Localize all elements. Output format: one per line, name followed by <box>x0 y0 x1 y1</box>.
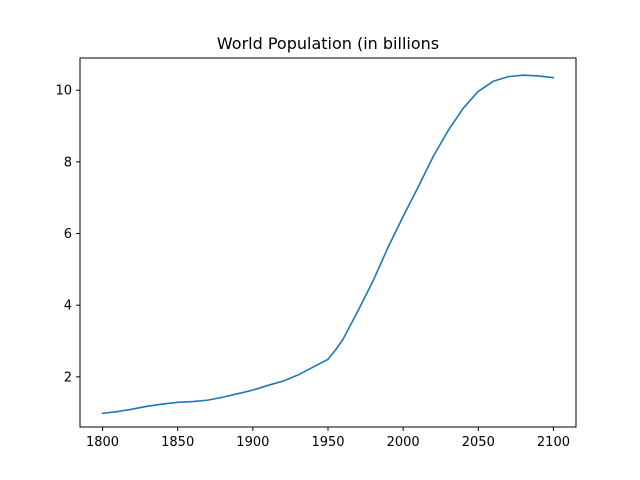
x-axis: 1800 1850 1900 1950 2000 2050 2100 <box>86 427 570 450</box>
y-tick-label: 2 <box>64 370 72 385</box>
x-tick-label: 1950 <box>311 435 344 450</box>
y-tick-label: 10 <box>55 84 72 99</box>
y-tick-label: 6 <box>64 227 72 242</box>
chart-title: World Population (in billions <box>217 34 439 53</box>
y-tick-label: 8 <box>64 155 72 170</box>
plot-background <box>80 58 576 427</box>
y-axis: 2 4 6 8 10 <box>55 84 80 385</box>
x-tick-label: 1800 <box>86 435 119 450</box>
x-tick-label: 1900 <box>236 435 269 450</box>
y-tick-label: 4 <box>64 299 72 314</box>
population-series-line <box>101 74 555 415</box>
series-layer <box>101 74 555 415</box>
x-tick-label: 2000 <box>387 435 420 450</box>
x-tick-label: 1850 <box>161 435 194 450</box>
x-tick-label: 2100 <box>537 435 570 450</box>
x-tick-label: 2050 <box>462 435 495 450</box>
